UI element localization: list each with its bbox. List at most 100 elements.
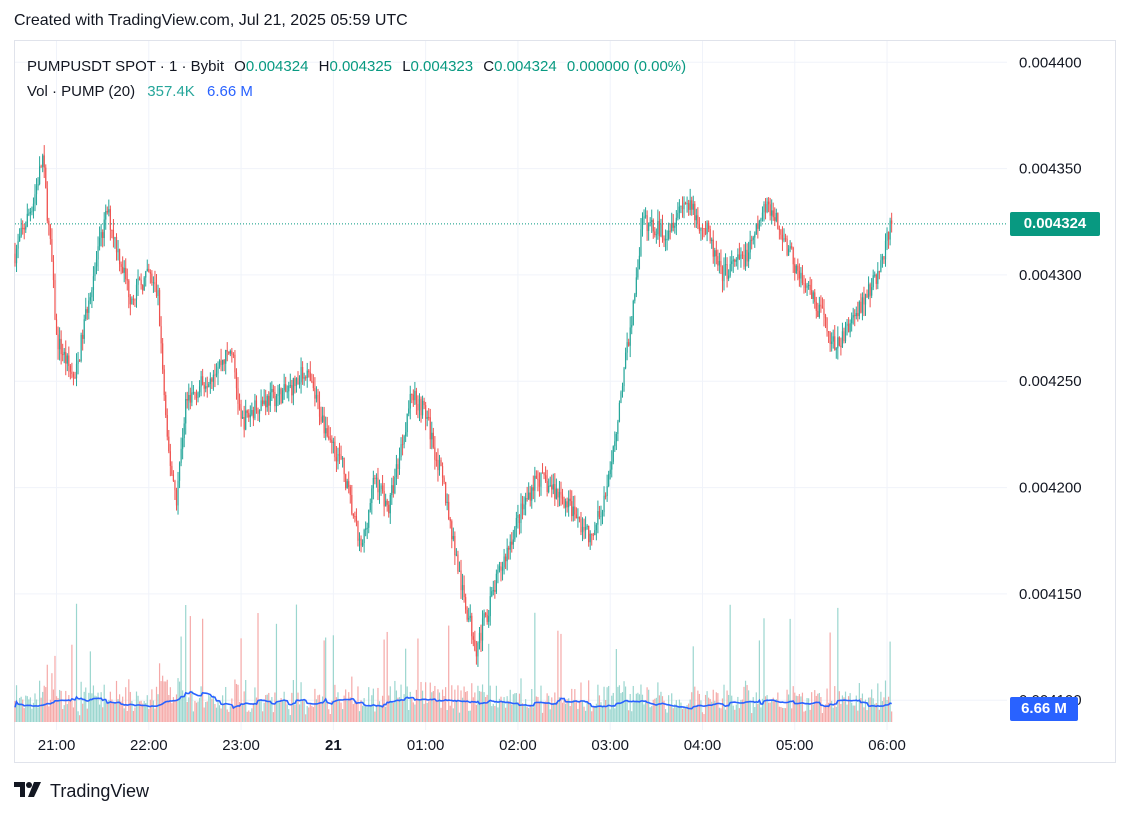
candle-body	[737, 254, 739, 260]
candle-body	[846, 323, 848, 326]
volume-bar	[54, 655, 56, 722]
volume-bar	[743, 686, 745, 722]
candle-body	[460, 570, 462, 591]
volume-bar	[63, 705, 65, 722]
volume-bar	[360, 700, 362, 722]
volume-bar	[328, 709, 330, 722]
volume-bar	[100, 692, 102, 722]
candle-body	[812, 292, 814, 299]
candle-body	[463, 585, 465, 598]
candle-body	[743, 254, 745, 267]
candle-body	[661, 224, 664, 239]
candle-body	[226, 350, 228, 352]
volume-bar	[408, 709, 410, 722]
candle-body	[206, 386, 208, 388]
volume-bar	[806, 698, 808, 722]
candle-body	[887, 231, 890, 240]
volume-bar	[329, 714, 331, 722]
candle-body	[429, 417, 431, 440]
candle-body	[472, 636, 474, 640]
brand-name[interactable]: TradingView	[50, 781, 150, 801]
volume-bar	[189, 616, 191, 722]
candle-body	[794, 264, 796, 274]
candle-body	[283, 384, 285, 391]
candle-body	[872, 275, 874, 288]
volume-bar	[669, 705, 671, 722]
volume-bar	[780, 706, 782, 722]
candle-body	[571, 501, 573, 517]
volume-bar	[852, 705, 854, 722]
candle-body	[14, 253, 16, 264]
candle-body	[372, 477, 374, 489]
volume-bar	[243, 691, 245, 722]
volume-bar	[798, 694, 800, 722]
candle-body	[42, 155, 44, 167]
volume-bar	[255, 697, 258, 722]
candle-body	[446, 501, 448, 503]
candle-body	[715, 250, 717, 257]
volume-bar	[840, 704, 842, 722]
candle-body	[135, 284, 138, 300]
candle-body	[409, 394, 411, 409]
volume-bar	[691, 692, 693, 722]
candle-body	[732, 259, 734, 262]
volume-bar	[552, 702, 554, 722]
candle-body	[764, 203, 767, 213]
candle-body	[143, 277, 145, 291]
volume-bar	[154, 708, 156, 722]
volume-bar	[288, 709, 290, 722]
candle-body	[39, 166, 41, 184]
candle-body	[15, 248, 18, 264]
volume-bar	[804, 710, 807, 722]
candle-body	[105, 211, 107, 220]
candle-body	[348, 481, 350, 488]
volume-bar	[846, 704, 848, 722]
volume-bar	[354, 701, 356, 722]
candle-body	[114, 237, 116, 240]
volume-bar	[775, 699, 777, 722]
candle-body	[305, 377, 307, 379]
tradingview-logo-icon[interactable]	[14, 780, 44, 803]
volume-bar	[349, 697, 351, 722]
candle-body	[257, 410, 259, 414]
volume-bar	[789, 618, 791, 722]
candle-body	[701, 227, 704, 229]
candle-body	[678, 206, 681, 213]
candle-body	[629, 327, 631, 346]
candle-body	[512, 539, 514, 545]
volume-bar	[237, 684, 239, 722]
candle-body	[738, 254, 740, 259]
candle-body	[82, 334, 84, 339]
volume-bar	[300, 682, 302, 722]
candle-body	[726, 264, 728, 279]
volume-bar	[454, 689, 456, 722]
volume-bar	[254, 687, 256, 722]
volume-bar	[634, 701, 636, 722]
x-tick-label: 05:00	[776, 737, 814, 754]
volume-bar	[769, 702, 771, 722]
volume-bar	[335, 697, 338, 722]
volume-bar	[841, 695, 844, 722]
candle-body	[166, 415, 168, 437]
candle-body	[66, 355, 68, 364]
volume-bar	[431, 692, 433, 722]
volume-bar	[606, 687, 608, 722]
candle-body	[788, 248, 790, 256]
candle-body	[457, 554, 459, 572]
candle-body	[265, 400, 267, 408]
volume-bar	[714, 700, 716, 722]
candle-body	[249, 414, 251, 418]
volume-bar	[751, 713, 753, 722]
candle-body	[597, 511, 599, 525]
volume-bar	[505, 707, 507, 722]
candle-body	[488, 616, 490, 622]
volume-bar	[471, 683, 473, 722]
candle-body	[729, 264, 731, 276]
candle-body	[617, 421, 619, 434]
candle-body	[355, 516, 358, 521]
volume-bar	[566, 699, 568, 722]
volume-bar	[437, 689, 439, 722]
volume-bar	[188, 697, 190, 722]
volume-bar	[674, 704, 676, 722]
